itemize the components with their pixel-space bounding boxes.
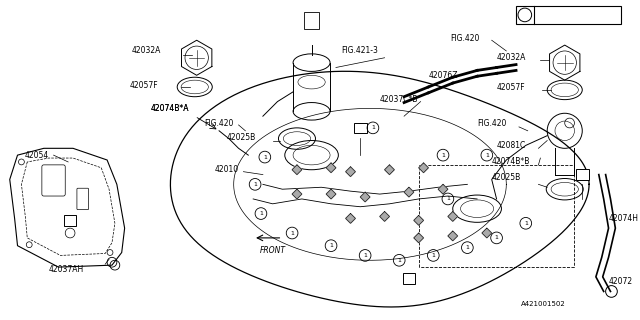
Text: FRONT: FRONT [260, 246, 285, 255]
Text: FIG.421-3: FIG.421-3 [340, 46, 378, 55]
Polygon shape [419, 163, 428, 173]
Text: 1: 1 [441, 153, 445, 158]
Text: 1: 1 [253, 182, 257, 187]
Text: 42072: 42072 [609, 277, 633, 286]
Text: 42032A: 42032A [131, 46, 161, 55]
Text: 42037C*B: 42037C*B [380, 95, 418, 104]
Text: 1: 1 [485, 153, 489, 158]
Text: FIG.420: FIG.420 [204, 118, 234, 127]
Bar [516, 6, 621, 24]
Polygon shape [414, 233, 424, 243]
Text: 1: 1 [522, 11, 527, 20]
Text: 1: 1 [495, 236, 499, 240]
Text: 1: 1 [363, 253, 367, 258]
Polygon shape [448, 212, 458, 221]
Polygon shape [346, 213, 355, 223]
Text: 42074B*A: 42074B*A [151, 104, 189, 113]
Text: FIG.420: FIG.420 [450, 34, 479, 43]
Bar [576, 169, 589, 180]
Text: 42074B*B: 42074B*B [492, 157, 530, 166]
Text: 1: 1 [263, 155, 267, 160]
Polygon shape [360, 192, 370, 202]
Bar [354, 123, 367, 133]
Text: 42074B*A: 42074B*A [151, 104, 189, 113]
Text: 42076Z: 42076Z [428, 71, 458, 80]
Text: A421001502: A421001502 [521, 301, 566, 307]
Text: 1: 1 [290, 230, 294, 236]
Polygon shape [326, 189, 336, 199]
Text: 1: 1 [259, 211, 263, 216]
Text: 42025B: 42025B [492, 173, 521, 182]
Text: 42010: 42010 [214, 165, 238, 174]
Text: 1: 1 [524, 221, 528, 226]
Polygon shape [292, 165, 302, 175]
Text: 1: 1 [329, 243, 333, 248]
Polygon shape [448, 231, 458, 241]
Polygon shape [385, 165, 394, 175]
Text: A: A [67, 216, 74, 225]
Polygon shape [380, 212, 390, 221]
Text: A: A [406, 274, 412, 283]
Text: 42057F: 42057F [129, 81, 158, 90]
Text: 42043J: 42043J [536, 11, 565, 20]
Text: 42032A: 42032A [497, 53, 526, 62]
Text: 1: 1 [397, 258, 401, 263]
Bar [304, 12, 319, 28]
Polygon shape [346, 167, 355, 177]
Polygon shape [326, 163, 336, 173]
Text: 42081C: 42081C [497, 141, 526, 150]
Polygon shape [414, 215, 424, 225]
Bar [64, 215, 76, 226]
Text: 42057F: 42057F [497, 84, 525, 92]
Polygon shape [292, 189, 302, 199]
Text: FIG.420: FIG.420 [477, 119, 506, 128]
Polygon shape [482, 228, 492, 238]
Text: 1: 1 [446, 196, 450, 202]
Text: 42025B: 42025B [227, 133, 256, 142]
Text: 1: 1 [465, 245, 469, 250]
Text: 42074H: 42074H [609, 214, 639, 223]
Text: 42037AH: 42037AH [49, 265, 84, 274]
Text: B: B [579, 170, 586, 179]
Text: B: B [357, 124, 364, 132]
Polygon shape [404, 187, 414, 197]
Polygon shape [438, 184, 448, 194]
Text: 42054: 42054 [24, 151, 49, 160]
Text: 1: 1 [431, 253, 435, 258]
Text: 1: 1 [371, 125, 375, 130]
Bar [403, 273, 415, 284]
